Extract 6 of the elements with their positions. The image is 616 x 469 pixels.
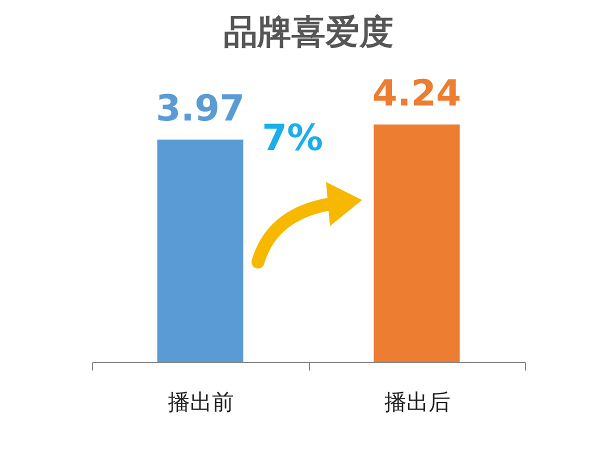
chart-title: 品牌喜爱度 [224,12,394,53]
x-tick-label: 播出后 [384,390,450,416]
data-label: 4.24 [372,74,462,115]
annotation: 7% [262,118,324,159]
data-label: 3.97 [156,88,245,130]
x-tick-label: 播出前 [168,390,234,416]
